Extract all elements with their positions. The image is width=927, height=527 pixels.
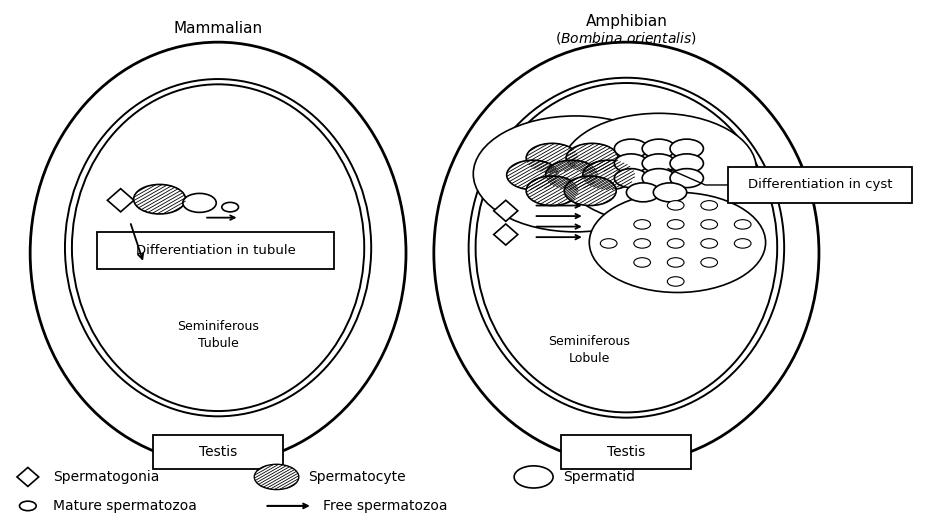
- Text: ($\it{Bombina\ orientalis}$): ($\it{Bombina\ orientalis}$): [555, 30, 696, 46]
- Circle shape: [473, 116, 677, 232]
- Circle shape: [653, 183, 686, 202]
- Circle shape: [633, 220, 650, 229]
- Circle shape: [565, 143, 617, 173]
- Circle shape: [733, 220, 750, 229]
- Circle shape: [669, 139, 703, 158]
- Circle shape: [669, 169, 703, 188]
- Text: Spermatocyte: Spermatocyte: [308, 470, 405, 484]
- Circle shape: [614, 139, 647, 158]
- Circle shape: [133, 184, 185, 214]
- Circle shape: [564, 176, 616, 206]
- Circle shape: [254, 464, 298, 490]
- Circle shape: [526, 143, 578, 173]
- Circle shape: [641, 139, 675, 158]
- Circle shape: [667, 201, 683, 210]
- Text: Mature spermatozoa: Mature spermatozoa: [53, 499, 197, 513]
- FancyBboxPatch shape: [153, 435, 283, 469]
- Circle shape: [733, 239, 750, 248]
- Circle shape: [641, 154, 675, 173]
- Circle shape: [545, 160, 597, 190]
- Circle shape: [700, 201, 717, 210]
- Circle shape: [700, 258, 717, 267]
- Circle shape: [582, 160, 634, 190]
- Circle shape: [669, 154, 703, 173]
- Text: Spermatid: Spermatid: [563, 470, 635, 484]
- Polygon shape: [108, 189, 133, 212]
- Circle shape: [667, 239, 683, 248]
- Circle shape: [561, 113, 756, 224]
- Circle shape: [222, 202, 238, 212]
- Circle shape: [526, 176, 578, 206]
- Text: Differentiation in cyst: Differentiation in cyst: [747, 179, 892, 191]
- Text: Spermatogonia: Spermatogonia: [53, 470, 159, 484]
- Ellipse shape: [476, 83, 777, 412]
- Text: Free spermatozoa: Free spermatozoa: [323, 499, 447, 513]
- Circle shape: [614, 154, 647, 173]
- Circle shape: [589, 192, 765, 292]
- Circle shape: [667, 258, 683, 267]
- Polygon shape: [493, 200, 517, 221]
- Circle shape: [700, 220, 717, 229]
- Circle shape: [19, 501, 36, 511]
- Ellipse shape: [71, 84, 363, 411]
- Circle shape: [667, 277, 683, 286]
- Circle shape: [667, 220, 683, 229]
- Text: Testis: Testis: [198, 445, 237, 459]
- FancyBboxPatch shape: [728, 167, 911, 203]
- Text: Differentiation in tubule: Differentiation in tubule: [136, 244, 296, 257]
- Text: Amphibian: Amphibian: [585, 14, 667, 28]
- FancyBboxPatch shape: [97, 232, 334, 269]
- Circle shape: [506, 160, 558, 190]
- Text: Testis: Testis: [606, 445, 645, 459]
- Circle shape: [514, 466, 552, 488]
- Circle shape: [600, 239, 616, 248]
- Polygon shape: [17, 467, 39, 486]
- Circle shape: [183, 193, 216, 212]
- FancyBboxPatch shape: [561, 435, 691, 469]
- Circle shape: [614, 169, 647, 188]
- Circle shape: [641, 169, 675, 188]
- Circle shape: [626, 183, 659, 202]
- Polygon shape: [493, 224, 517, 245]
- Text: Seminiferous
Lobule: Seminiferous Lobule: [548, 336, 629, 365]
- Text: Seminiferous
Tubule: Seminiferous Tubule: [177, 320, 259, 349]
- Circle shape: [633, 239, 650, 248]
- Circle shape: [633, 258, 650, 267]
- Text: Mammalian: Mammalian: [173, 22, 262, 36]
- Circle shape: [700, 239, 717, 248]
